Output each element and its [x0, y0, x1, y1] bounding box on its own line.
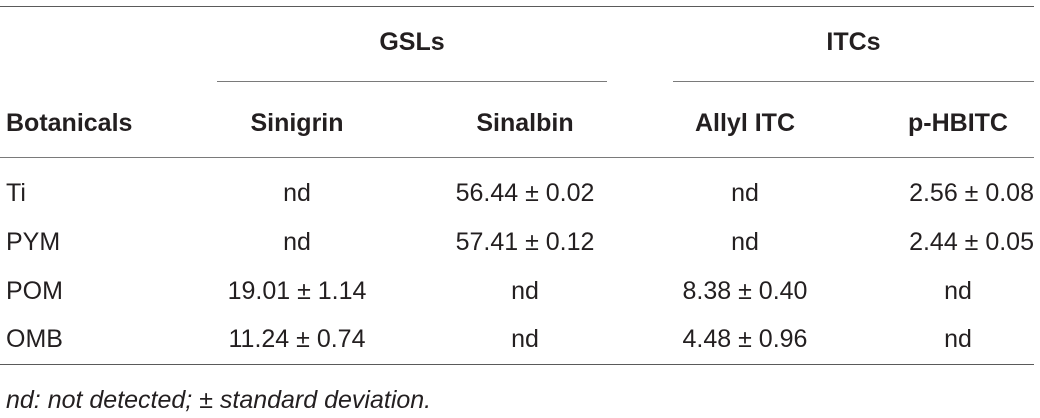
- row-1-allyl-itc: nd: [731, 179, 759, 207]
- row-3-sinigrin: 19.01 ± 1.14: [227, 277, 367, 305]
- row-1-sinigrin: nd: [283, 179, 311, 207]
- group-header-itcs: ITCs: [826, 28, 881, 56]
- row-1-sinalbin: 56.44 ± 0.02: [455, 179, 595, 207]
- row-2-botanical: PYM: [6, 228, 61, 256]
- row-4-sinalbin: nd: [511, 325, 539, 353]
- row-1-botanical: Ti: [6, 179, 26, 207]
- column-header-botanicals: Botanicals: [6, 109, 133, 137]
- row-1-phbitc: 2.56 ± 0.08: [909, 179, 1034, 207]
- table-top-rule: [0, 6, 1034, 7]
- row-3-phbitc: nd: [944, 277, 972, 305]
- row-3-botanical: POM: [6, 277, 63, 305]
- column-header-phbitc: p-HBITC: [908, 109, 1008, 137]
- column-header-allyl-itc: Allyl ITC: [694, 109, 795, 137]
- column-header-sinalbin: Sinalbin: [476, 109, 574, 137]
- column-header-sinigrin: Sinigrin: [250, 109, 344, 137]
- row-2-phbitc: 2.44 ± 0.05: [909, 228, 1034, 256]
- row-3-sinalbin: nd: [511, 277, 539, 305]
- table-bottom-rule: [0, 364, 1034, 365]
- row-3-allyl-itc: 8.38 ± 0.40: [682, 277, 808, 305]
- row-4-sinigrin: 11.24 ± 0.74: [228, 325, 366, 353]
- itcs-group-rule: [673, 81, 1034, 82]
- row-4-phbitc: nd: [944, 325, 972, 353]
- header-bottom-rule: [0, 157, 1034, 158]
- table-footnote: nd: not detected; ± standard deviation.: [6, 386, 432, 414]
- group-header-gsls: GSLs: [379, 28, 445, 56]
- row-4-allyl-itc: 4.48 ± 0.96: [682, 325, 808, 353]
- gsls-group-rule: [217, 81, 607, 82]
- row-4-botanical: OMB: [6, 325, 63, 353]
- row-2-sinigrin: nd: [283, 228, 311, 256]
- row-2-sinalbin: 57.41 ± 0.12: [455, 228, 595, 256]
- row-2-allyl-itc: nd: [731, 228, 759, 256]
